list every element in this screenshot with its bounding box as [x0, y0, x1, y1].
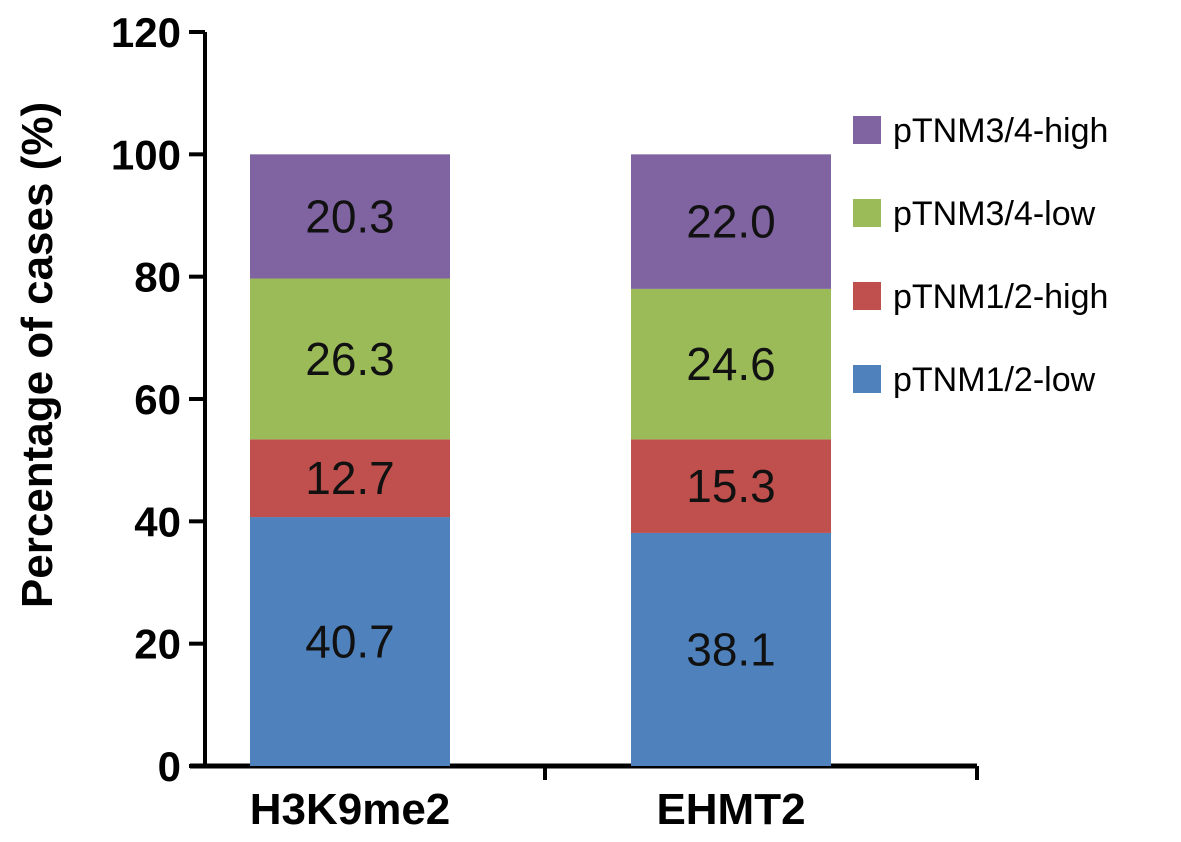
bar-value-label: 38.1 [686, 623, 776, 675]
bar-segment [250, 154, 450, 279]
bar-segment [631, 532, 831, 766]
bar-segment [631, 288, 831, 440]
bar-segment [250, 278, 450, 440]
legend-entry-label: pTNM3/4-low [893, 195, 1096, 233]
y-tick-label: 80 [134, 254, 181, 301]
bar-value-label: 22.0 [686, 196, 776, 248]
legend-swatch [853, 282, 881, 310]
y-axis-title: Percentage of cases (%) [13, 102, 62, 608]
legend-entry-label: pTNM1/2-low [893, 361, 1096, 399]
bar-segment [250, 517, 450, 766]
y-axis: 0 20 40 60 80 100 120 [111, 9, 207, 790]
legend-swatch [853, 116, 881, 144]
legend-swatch [853, 365, 881, 393]
y-tick-label: 100 [111, 131, 181, 178]
y-tick-label: 60 [134, 376, 181, 423]
y-tick-label: 120 [111, 9, 181, 56]
x-axis: H3K9me2 EHMT2 [190, 763, 979, 834]
x-category-label: H3K9me2 [250, 785, 451, 834]
bars: 40.7 12.7 26.3 20.3 38.1 15.3 24.6 22.0 [250, 154, 831, 766]
bar-segment [250, 439, 450, 518]
legend: pTNM3/4-high pTNM3/4-low pTNM1/2-high pTNM1… [853, 112, 1108, 399]
bar-value-label: 20.3 [305, 190, 395, 242]
y-tick-label: 20 [134, 621, 181, 668]
bar-value-label: 40.7 [305, 616, 395, 668]
bar-value-label: 12.7 [305, 452, 395, 504]
legend-swatch [853, 199, 881, 227]
bar-value-label: 15.3 [686, 460, 776, 512]
bar-segment [631, 439, 831, 533]
legend-entry-label: pTNM3/4-high [893, 112, 1108, 150]
bar-value-label: 26.3 [305, 333, 395, 385]
y-tick-label: 40 [134, 498, 181, 545]
x-category-label: EHMT2 [656, 785, 805, 834]
bar-value-label: 24.6 [686, 338, 776, 390]
bar-segment [631, 154, 831, 289]
y-tick-label: 0 [158, 743, 181, 790]
legend-entry-label: pTNM1/2-high [893, 278, 1108, 316]
